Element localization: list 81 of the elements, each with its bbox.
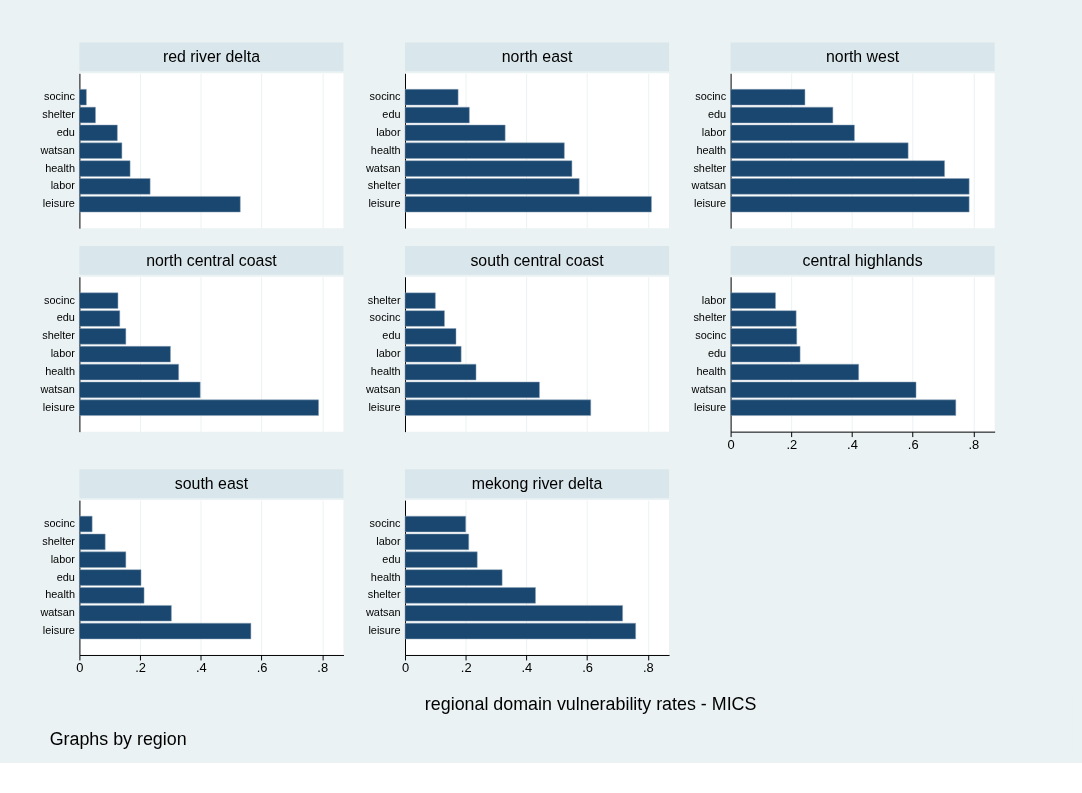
y-tick-label: socinc	[369, 517, 402, 530]
y-tick-label: shelter	[367, 179, 401, 192]
y-tick-label: edu	[382, 108, 401, 120]
y-tick-label: labor	[50, 179, 76, 192]
y-tick-label: health	[370, 143, 401, 156]
y-tick-label: health	[696, 365, 727, 378]
y-tick-label: watsan	[364, 606, 401, 619]
y-tick-label: health	[45, 161, 75, 174]
y-tick-label: labor	[376, 125, 401, 138]
y-tick-label: health	[370, 570, 401, 583]
chart-title: north central coast	[146, 251, 278, 269]
y-tick-label: leisure	[693, 197, 727, 210]
chart-title: red river delta	[162, 48, 261, 66]
x-tick-label: .6	[256, 660, 268, 676]
y-tick-label: leisure	[368, 400, 401, 413]
y-tick-label: shelter	[42, 534, 76, 547]
y-tick-label: watsan	[690, 382, 727, 395]
x-tick-label: .8	[317, 660, 329, 676]
y-tick-label: labor	[50, 552, 76, 565]
text: regional domain vulnerability rates - MICS	[424, 693, 757, 714]
y-tick-label: socinc	[369, 90, 402, 103]
y-tick-label: leisure	[42, 624, 75, 637]
y-tick-label: edu	[382, 552, 401, 565]
y-tick-label: socinc	[44, 90, 76, 103]
y-tick-label: edu	[56, 570, 75, 583]
y-tick-label: watsan	[39, 382, 75, 395]
chart-title: mekong river delta	[471, 475, 603, 493]
chart-title: south east	[174, 475, 249, 493]
y-tick-label: watsan	[690, 179, 727, 192]
y-tick-label: shelter	[367, 588, 401, 601]
y-tick-label: edu	[56, 311, 75, 324]
y-tick-label: watsan	[364, 382, 401, 395]
y-tick-label: watsan	[364, 161, 401, 174]
y-tick-label: shelter	[693, 161, 727, 174]
x-tick-label: .2	[786, 437, 798, 452]
y-tick-label: labor	[376, 347, 401, 360]
y-tick-label: socinc	[44, 293, 76, 306]
y-tick-label: edu	[56, 125, 75, 138]
y-tick-label: leisure	[42, 400, 75, 413]
text: Graphs by region	[49, 729, 187, 750]
y-tick-label: edu	[707, 108, 727, 120]
x-tick-label: .8	[642, 660, 654, 676]
chart-title: south central coast	[470, 251, 605, 269]
chart-title: north west	[826, 48, 900, 66]
y-tick-label: socinc	[369, 311, 402, 324]
y-tick-label: labor	[701, 293, 727, 306]
y-tick-label: health	[45, 365, 75, 378]
y-tick-label: watsan	[39, 606, 75, 619]
chart-title: central highlands	[802, 251, 923, 269]
x-tick-label: 0	[727, 437, 735, 452]
y-tick-label: leisure	[368, 197, 401, 210]
y-tick-label: labor	[376, 534, 401, 547]
x-tick-label: .4	[521, 660, 533, 676]
x-tick-label: 0	[401, 660, 410, 676]
y-tick-label: leisure	[693, 400, 727, 413]
x-tick-label: 0	[76, 660, 84, 676]
y-tick-label: socinc	[44, 517, 76, 530]
x-tick-label: .6	[582, 660, 593, 676]
x-tick-label: .4	[847, 437, 858, 452]
y-tick-label: labor	[701, 125, 727, 138]
x-tick-label: .4	[195, 660, 207, 676]
y-tick-label: leisure	[368, 624, 401, 637]
x-tick-label: .6	[907, 437, 919, 452]
chart-title: north east	[501, 48, 573, 66]
y-tick-label: health	[45, 588, 75, 601]
y-tick-label: watsan	[39, 143, 75, 156]
y-tick-label: shelter	[42, 108, 76, 120]
x-tick-label: .2	[135, 660, 146, 676]
x-tick-label: .8	[968, 437, 980, 452]
y-tick-label: health	[370, 365, 401, 378]
y-tick-label: labor	[50, 347, 76, 360]
y-tick-label: shelter	[367, 293, 401, 306]
y-tick-label: shelter	[693, 311, 727, 324]
y-tick-label: socinc	[695, 329, 727, 342]
y-tick-label: health	[696, 143, 727, 156]
y-tick-label: leisure	[42, 197, 75, 210]
y-tick-label: socinc	[695, 90, 727, 103]
y-tick-label: shelter	[42, 329, 76, 342]
y-tick-label: edu	[707, 347, 727, 360]
x-tick-label: .2	[460, 660, 472, 676]
y-tick-label: edu	[382, 329, 401, 342]
